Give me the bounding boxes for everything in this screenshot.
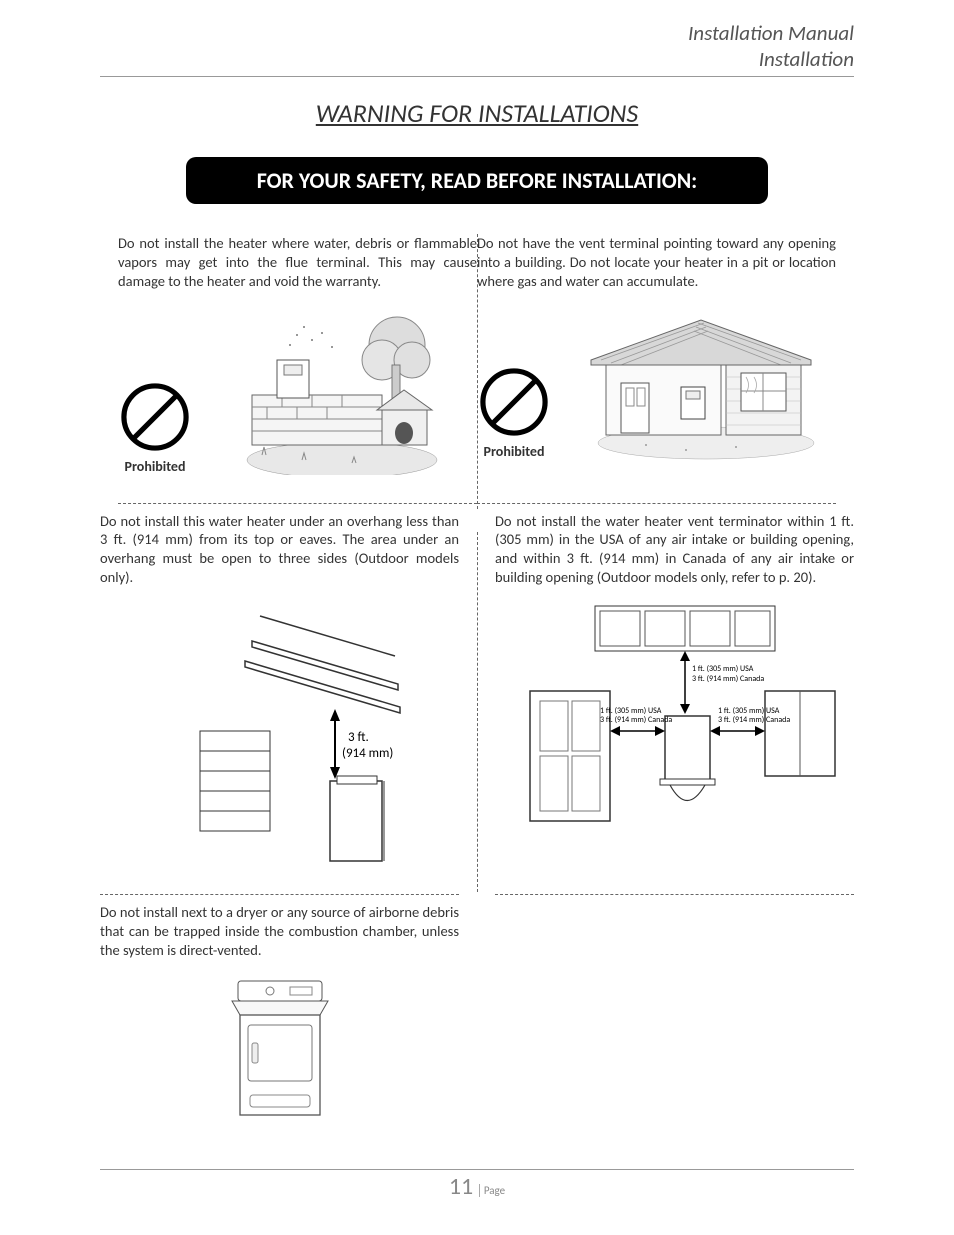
header-manual-title: Installation Manual [100, 20, 854, 46]
cell-mid-right: Do not install the water heater vent ter… [477, 512, 854, 886]
clr-top-can: 3 ft. (914 mm) Canada [692, 674, 764, 684]
content-grid: Do not install the heater where water, d… [100, 234, 854, 1143]
warning-text-debris: Do not install the heater where water, d… [118, 234, 477, 291]
header-section-title: Installation [100, 46, 854, 72]
page-footer: 11 Page [100, 1169, 854, 1201]
safety-banner: FOR YOUR SAFETY, READ BEFORE INSTALLATIO… [186, 157, 768, 204]
warning-text-dryer: Do not install next to a dryer or any so… [100, 903, 459, 960]
figure-debris: Prohibited [118, 305, 477, 475]
page-label: Page [479, 1184, 505, 1197]
cell-bottom-left: Do not install next to a dryer or any so… [100, 903, 477, 1144]
page-number: 11 [449, 1172, 473, 1201]
illustration-dryer [100, 973, 459, 1123]
warning-text-clearance: Do not install the water heater vent ter… [495, 512, 854, 587]
prohibited-label-2: Prohibited [484, 443, 545, 460]
prohibit-block-2: Prohibited [477, 365, 551, 460]
illustration-house [565, 305, 836, 460]
figure-house: Prohibited [477, 305, 836, 460]
illustration-garden [206, 305, 477, 475]
overhang-mm: (914 mm) [342, 746, 393, 761]
cell-mid-left: Do not install this water heater under a… [100, 512, 477, 886]
hdash-left-1 [100, 495, 477, 512]
clr-left-can: 3 ft. (914 mm) Canada [600, 715, 672, 725]
illustration-overhang: 3 ft. (914 mm) [100, 601, 459, 866]
cell-top-right: Do not have the vent terminal pointing t… [477, 234, 854, 495]
prohibit-block-1: Prohibited [118, 380, 192, 475]
overhang-ft: 3 ft. [348, 730, 369, 745]
illustration-clearances: 1 ft. (305 mm) USA 3 ft. (914 mm) Canada… [495, 601, 854, 831]
warning-text-overhang: Do not install this water heater under a… [100, 512, 459, 587]
page-title: WARNING FOR INSTALLATIONS [100, 97, 854, 129]
warning-text-vent-terminal: Do not have the vent terminal pointing t… [477, 234, 836, 291]
cell-top-left: Do not install the heater where water, d… [100, 234, 477, 495]
prohibited-label-1: Prohibited [125, 458, 186, 475]
hdash-right-2 [477, 886, 854, 903]
prohibit-icon [477, 365, 551, 439]
cell-bottom-right-empty [477, 903, 854, 1144]
hdash-right-1 [477, 495, 854, 512]
clr-right-can: 3 ft. (914 mm) Canada [718, 715, 790, 725]
clr-top-usa: 1 ft. (305 mm) USA [692, 664, 754, 674]
page-header: Installation Manual Installation [100, 20, 854, 77]
hdash-left-2 [100, 886, 477, 903]
prohibit-icon [118, 380, 192, 454]
